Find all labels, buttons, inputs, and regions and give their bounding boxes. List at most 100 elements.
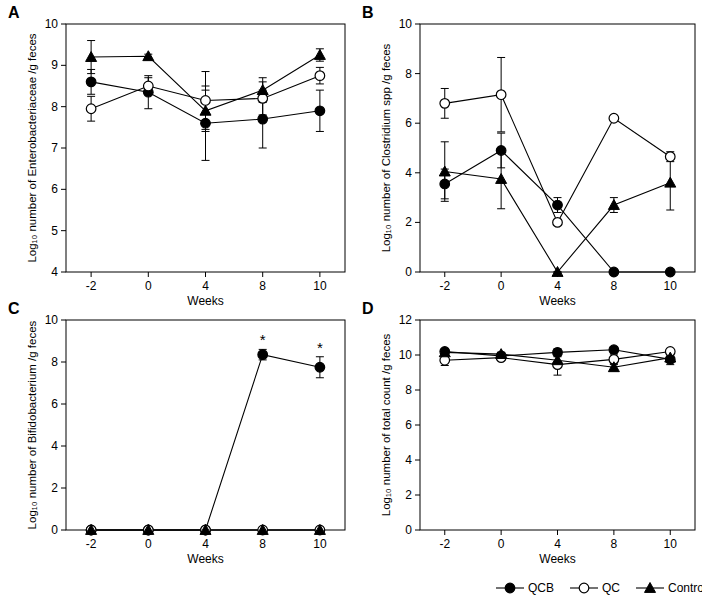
data-point xyxy=(201,96,211,106)
x-tick-label: 4 xyxy=(554,537,561,551)
y-tick-label: 10 xyxy=(45,313,59,327)
error-bar-cap xyxy=(316,90,324,91)
x-tick-label: 8 xyxy=(259,537,266,551)
figure: 45678910-204810WeeksLog₁₀ number of Ente… xyxy=(0,0,702,597)
data-point xyxy=(200,105,211,115)
plot-frame xyxy=(420,24,695,272)
plot-frame xyxy=(66,320,345,530)
y-tick-label: 8 xyxy=(51,355,58,369)
legend-marker xyxy=(579,583,589,593)
y-tick xyxy=(61,65,66,66)
error-bar xyxy=(144,76,152,109)
error-bar-cap xyxy=(87,40,95,41)
x-tick xyxy=(319,272,320,277)
error-bar xyxy=(666,152,674,162)
y-tick xyxy=(415,390,420,391)
data-point xyxy=(552,355,563,365)
x-tick xyxy=(444,272,445,277)
legend-label: Control xyxy=(668,581,702,595)
data-point xyxy=(257,85,268,95)
x-tick-label: -2 xyxy=(86,537,97,551)
y-tick xyxy=(61,488,66,489)
error-bar-cap xyxy=(610,212,618,213)
y-tick-label: 6 xyxy=(51,182,58,196)
y-tick-label: 8 xyxy=(405,67,412,81)
error-bar-cap xyxy=(666,210,674,211)
y-tick xyxy=(415,272,420,273)
data-point xyxy=(258,525,268,535)
data-point xyxy=(258,350,268,360)
x-tick xyxy=(148,272,149,277)
data-point xyxy=(86,77,96,87)
data-point xyxy=(201,525,211,535)
error-bar-cap xyxy=(144,108,152,109)
error-bar xyxy=(202,72,210,130)
x-tick xyxy=(262,272,263,277)
x-tick-label: 0 xyxy=(145,537,152,551)
data-point xyxy=(201,118,211,128)
series-line xyxy=(91,355,320,530)
y-tick xyxy=(415,73,420,74)
y-axis-label: Log₁₀ number of Bifidobacterium /g feces xyxy=(26,320,38,529)
data-point xyxy=(143,51,154,61)
error-bar-cap xyxy=(610,197,618,198)
x-tick-label: 10 xyxy=(664,279,678,293)
legend-label: QCB xyxy=(528,581,554,595)
y-tick xyxy=(61,106,66,107)
y-axis-label: Log₁₀ number of total count /g feces xyxy=(380,333,392,516)
x-tick-label: 8 xyxy=(259,279,266,293)
x-tick-label: 4 xyxy=(202,537,209,551)
y-tick xyxy=(415,172,420,173)
series-line xyxy=(445,150,671,272)
data-point xyxy=(314,525,325,535)
error-bar-cap xyxy=(202,90,210,91)
error-bar xyxy=(554,198,562,213)
x-tick xyxy=(557,530,558,535)
y-tick xyxy=(61,404,66,405)
x-tick-label: 4 xyxy=(554,279,561,293)
y-tick-label: 10 xyxy=(45,17,59,31)
data-group xyxy=(439,57,676,276)
y-tick-label: 2 xyxy=(405,488,412,502)
error-bar-cap xyxy=(441,201,449,202)
error-bar xyxy=(316,357,324,378)
x-tick-label: 4 xyxy=(202,279,209,293)
data-group xyxy=(86,349,326,534)
series-line xyxy=(445,95,671,223)
panel-letter: C xyxy=(8,300,20,317)
data-point xyxy=(86,525,97,535)
x-tick xyxy=(444,530,445,535)
data-point xyxy=(258,114,268,124)
y-tick-label: 7 xyxy=(51,141,58,155)
data-point xyxy=(552,267,563,277)
series-line xyxy=(445,352,671,367)
error-bar xyxy=(259,349,267,360)
y-tick xyxy=(61,272,66,273)
y-tick-label: 4 xyxy=(51,265,58,279)
panel: 0246810-204810WeeksLog₁₀ number of Bifid… xyxy=(8,300,345,566)
error-bar-cap xyxy=(202,131,210,132)
y-tick xyxy=(61,189,66,190)
data-point xyxy=(144,81,154,91)
data-point xyxy=(665,267,675,277)
error-bar xyxy=(441,88,449,118)
y-tick xyxy=(61,320,66,321)
data-point xyxy=(86,52,97,62)
y-tick xyxy=(415,460,420,461)
error-bar-cap xyxy=(87,121,95,122)
legend-marker xyxy=(645,583,656,593)
legend: QCB QC Control xyxy=(496,581,702,595)
error-bar-cap xyxy=(316,67,324,68)
data-point xyxy=(143,525,154,535)
legend-label: QC xyxy=(602,581,620,595)
error-bar-cap xyxy=(316,377,324,378)
error-bar-cap xyxy=(202,160,210,161)
error-bar-cap xyxy=(316,83,324,84)
data-group xyxy=(439,345,676,375)
data-point xyxy=(86,104,96,114)
y-tick xyxy=(415,355,420,356)
y-tick xyxy=(415,320,420,321)
data-point xyxy=(258,94,268,104)
y-tick-label: 4 xyxy=(405,453,412,467)
data-point xyxy=(440,347,450,357)
